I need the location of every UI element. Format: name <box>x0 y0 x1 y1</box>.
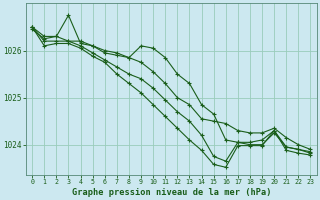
X-axis label: Graphe pression niveau de la mer (hPa): Graphe pression niveau de la mer (hPa) <box>72 188 271 197</box>
